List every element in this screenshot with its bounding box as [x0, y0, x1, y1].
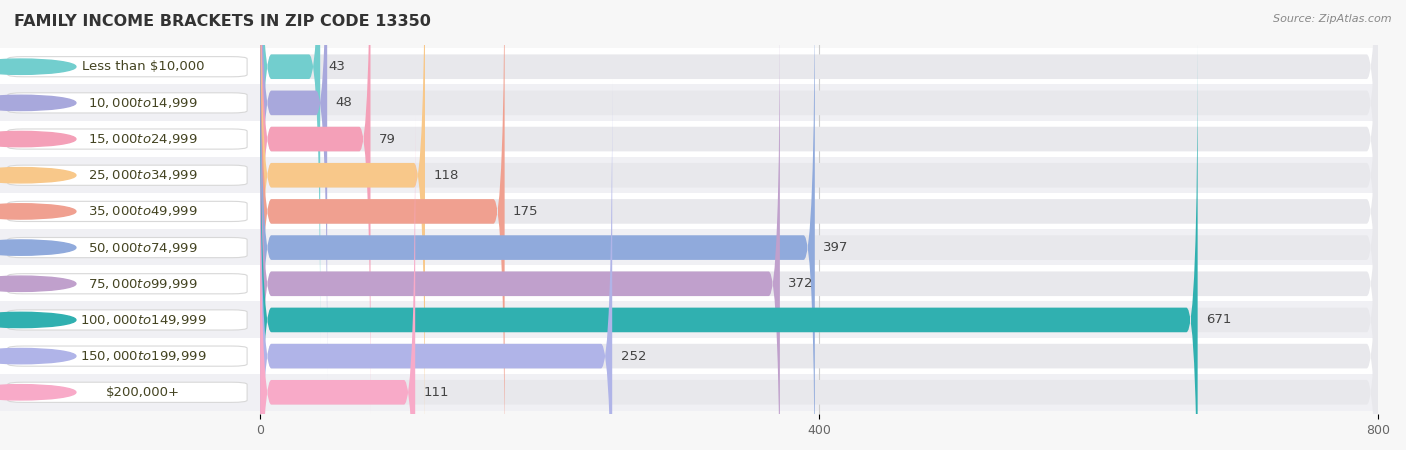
- FancyBboxPatch shape: [260, 0, 328, 380]
- FancyBboxPatch shape: [8, 238, 247, 258]
- Circle shape: [0, 276, 76, 292]
- FancyBboxPatch shape: [8, 165, 247, 185]
- Circle shape: [0, 167, 76, 183]
- Circle shape: [0, 312, 76, 328]
- FancyBboxPatch shape: [260, 48, 1378, 85]
- FancyBboxPatch shape: [8, 93, 247, 113]
- FancyBboxPatch shape: [260, 43, 1198, 450]
- FancyBboxPatch shape: [260, 266, 1378, 302]
- FancyBboxPatch shape: [260, 79, 612, 450]
- FancyBboxPatch shape: [8, 274, 247, 294]
- Circle shape: [0, 385, 76, 400]
- FancyBboxPatch shape: [260, 0, 505, 450]
- FancyBboxPatch shape: [0, 374, 260, 411]
- FancyBboxPatch shape: [260, 7, 780, 450]
- FancyBboxPatch shape: [260, 193, 1378, 230]
- Text: $75,000 to $99,999: $75,000 to $99,999: [89, 277, 198, 291]
- Text: FAMILY INCOME BRACKETS IN ZIP CODE 13350: FAMILY INCOME BRACKETS IN ZIP CODE 13350: [14, 14, 430, 28]
- FancyBboxPatch shape: [260, 0, 1378, 450]
- Text: Source: ZipAtlas.com: Source: ZipAtlas.com: [1274, 14, 1392, 23]
- Circle shape: [0, 95, 76, 111]
- Text: 397: 397: [823, 241, 849, 254]
- FancyBboxPatch shape: [260, 0, 371, 416]
- Text: Less than $10,000: Less than $10,000: [82, 60, 204, 73]
- FancyBboxPatch shape: [8, 310, 247, 330]
- Text: 671: 671: [1206, 314, 1232, 326]
- FancyBboxPatch shape: [260, 0, 1378, 416]
- Text: $25,000 to $34,999: $25,000 to $34,999: [89, 168, 198, 182]
- FancyBboxPatch shape: [260, 0, 425, 450]
- FancyBboxPatch shape: [8, 129, 247, 149]
- Circle shape: [0, 59, 76, 74]
- FancyBboxPatch shape: [260, 338, 1378, 374]
- FancyBboxPatch shape: [0, 193, 260, 230]
- Text: 79: 79: [378, 133, 395, 145]
- FancyBboxPatch shape: [0, 121, 260, 158]
- FancyBboxPatch shape: [8, 346, 247, 366]
- Text: $50,000 to $74,999: $50,000 to $74,999: [89, 241, 198, 255]
- FancyBboxPatch shape: [260, 0, 321, 344]
- FancyBboxPatch shape: [260, 0, 1378, 450]
- FancyBboxPatch shape: [260, 85, 1378, 122]
- Text: $10,000 to $14,999: $10,000 to $14,999: [89, 96, 198, 110]
- FancyBboxPatch shape: [260, 157, 1378, 194]
- Circle shape: [0, 131, 76, 147]
- Text: 175: 175: [513, 205, 538, 218]
- Circle shape: [0, 240, 76, 255]
- FancyBboxPatch shape: [260, 0, 815, 450]
- Circle shape: [0, 348, 76, 364]
- Text: 43: 43: [329, 60, 346, 73]
- FancyBboxPatch shape: [8, 57, 247, 77]
- Text: $15,000 to $24,999: $15,000 to $24,999: [89, 132, 198, 146]
- FancyBboxPatch shape: [8, 201, 247, 221]
- FancyBboxPatch shape: [0, 157, 260, 194]
- FancyBboxPatch shape: [0, 48, 260, 85]
- Text: 372: 372: [789, 277, 814, 290]
- FancyBboxPatch shape: [260, 115, 415, 450]
- FancyBboxPatch shape: [260, 43, 1378, 450]
- FancyBboxPatch shape: [260, 121, 1378, 158]
- Text: 252: 252: [620, 350, 647, 363]
- FancyBboxPatch shape: [260, 374, 1378, 411]
- Text: 118: 118: [433, 169, 458, 182]
- FancyBboxPatch shape: [260, 7, 1378, 450]
- FancyBboxPatch shape: [0, 302, 260, 338]
- FancyBboxPatch shape: [0, 229, 260, 266]
- Text: $100,000 to $149,999: $100,000 to $149,999: [80, 313, 207, 327]
- FancyBboxPatch shape: [260, 302, 1378, 338]
- FancyBboxPatch shape: [260, 229, 1378, 266]
- FancyBboxPatch shape: [260, 79, 1378, 450]
- FancyBboxPatch shape: [0, 338, 260, 374]
- FancyBboxPatch shape: [260, 0, 1378, 380]
- Text: $200,000+: $200,000+: [105, 386, 180, 399]
- Text: $150,000 to $199,999: $150,000 to $199,999: [80, 349, 207, 363]
- FancyBboxPatch shape: [8, 382, 247, 402]
- FancyBboxPatch shape: [260, 115, 1378, 450]
- Text: 48: 48: [336, 96, 353, 109]
- FancyBboxPatch shape: [0, 266, 260, 302]
- FancyBboxPatch shape: [0, 85, 260, 122]
- Text: $35,000 to $49,999: $35,000 to $49,999: [89, 204, 198, 218]
- Text: 111: 111: [423, 386, 449, 399]
- FancyBboxPatch shape: [260, 0, 1378, 344]
- Circle shape: [0, 204, 76, 219]
- FancyBboxPatch shape: [260, 0, 1378, 450]
